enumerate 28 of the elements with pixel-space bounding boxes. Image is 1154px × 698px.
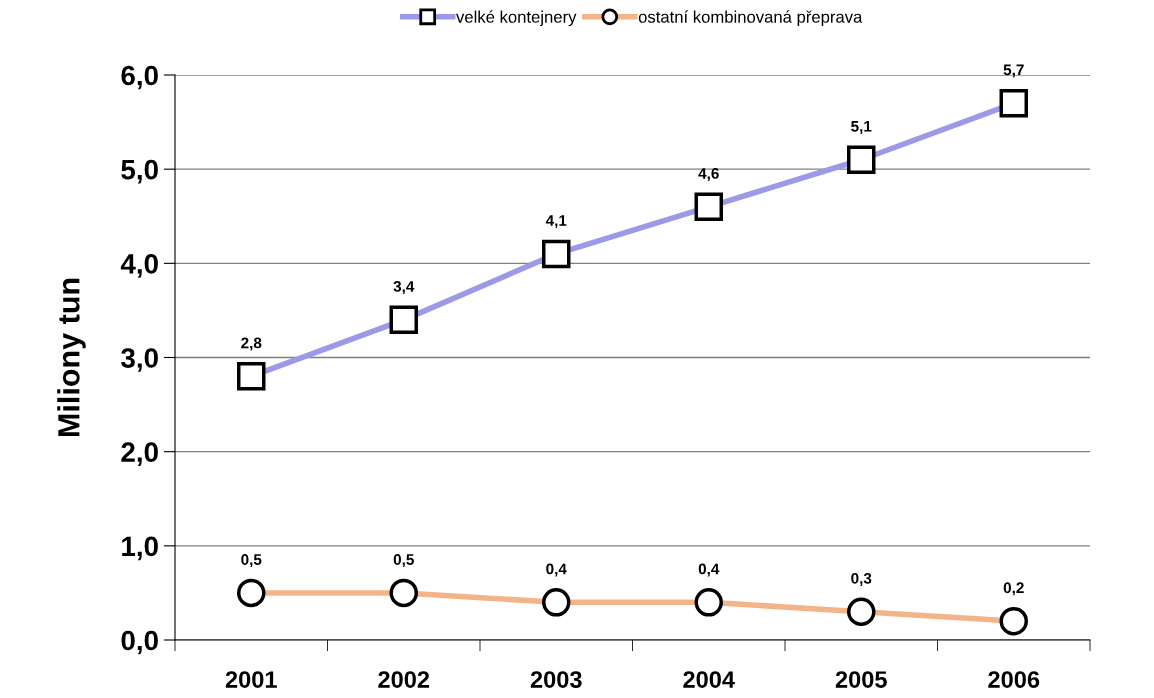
data-label: 0,4 (698, 563, 720, 577)
data-label: 2,8 (241, 337, 262, 351)
x-tick-label: 2001 (225, 671, 277, 688)
data-label: 5,1 (851, 121, 872, 134)
x-tick-label: 2006 (988, 671, 1040, 688)
x-tick-label: 2005 (835, 671, 887, 688)
data-label: 0,2 (1003, 582, 1024, 596)
y-tick-label: 1,0 (122, 536, 158, 561)
x-tick-label: 2002 (378, 671, 430, 688)
data-label: 5,7 (1003, 64, 1024, 78)
data-label: 0,5 (393, 554, 414, 568)
y-tick-label: 4,0 (120, 254, 158, 278)
y-tick-label: 6,0 (121, 65, 158, 90)
data-label: 0,5 (241, 554, 262, 568)
y-tick-label: 0,0 (121, 630, 158, 655)
data-label: 0,4 (546, 563, 567, 577)
y-axis-title: Miliony tun (57, 278, 86, 437)
legend-label: velké kontejnery (456, 10, 577, 27)
x-tick-label: 2003 (530, 671, 582, 688)
data-label: 0,3 (851, 572, 872, 586)
y-tick-label: 5,0 (121, 159, 158, 184)
legend-label: ostatní kombinovaná přeprava (638, 10, 863, 27)
data-label: 3,4 (393, 281, 415, 295)
y-tick-label: 2,0 (121, 442, 158, 467)
data-label: 4,1 (545, 215, 567, 229)
y-tick-label: 3,0 (121, 348, 158, 372)
x-tick-label: 2004 (683, 671, 735, 688)
data-label: 4,6 (698, 168, 719, 182)
